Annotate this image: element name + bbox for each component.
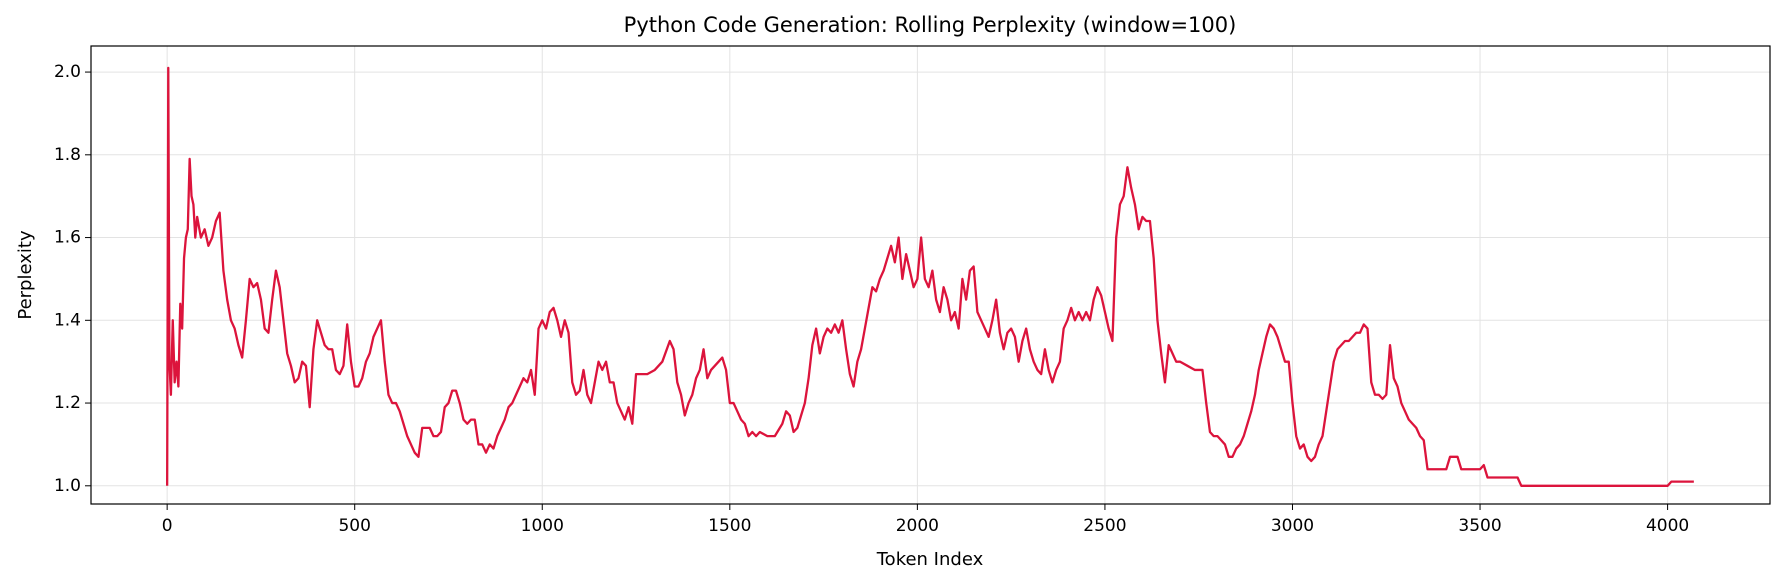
chart-title: Python Code Generation: Rolling Perplexi… [624, 13, 1237, 37]
y-tick-label: 2.0 [54, 62, 81, 82]
x-tick-label: 4000 [1646, 516, 1689, 536]
x-tick-label: 0 [162, 516, 173, 536]
y-tick-label: 1.8 [54, 145, 81, 165]
x-tick-label: 1500 [708, 516, 751, 536]
plot-frame [90, 45, 1771, 505]
x-tick-label: 1000 [521, 516, 564, 536]
x-tick-label: 3000 [1271, 516, 1314, 536]
data-line [166, 66, 1694, 487]
x-tick-label: 2000 [896, 516, 939, 536]
y-tick-label: 1.4 [54, 310, 81, 330]
y-axis-label: Perplexity [15, 230, 36, 320]
x-tick-label: 2500 [1083, 516, 1126, 536]
x-axis-label: Token Index [876, 549, 984, 570]
x-tick-label: 500 [338, 516, 370, 536]
y-tick-label: 1.0 [54, 476, 81, 496]
y-tick-label: 1.6 [54, 228, 81, 248]
y-tick-label: 1.2 [54, 393, 81, 413]
x-tick-label: 3500 [1458, 516, 1501, 536]
